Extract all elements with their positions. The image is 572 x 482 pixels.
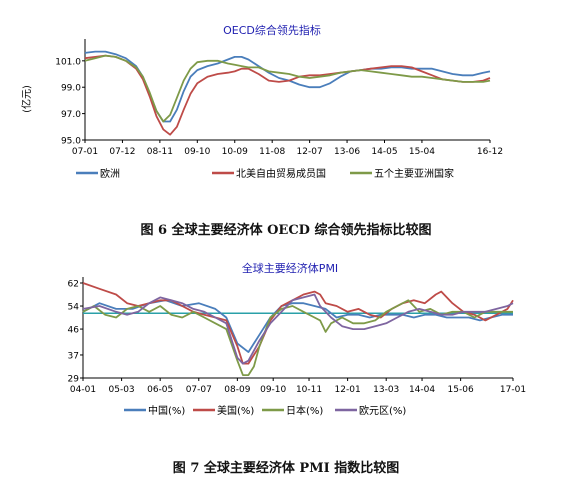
- y-tick-labels: 62 54 46 37 29: [68, 280, 80, 385]
- x-tick-label: 08-09: [224, 385, 250, 395]
- series-line: [84, 54, 491, 136]
- x-tick-label: 12-01: [335, 385, 361, 395]
- x-tick-label: 04-01: [70, 385, 96, 395]
- x-tick-label: 06-05: [147, 385, 173, 395]
- y-tick-label: 101.0: [55, 57, 81, 67]
- x-tick-label: 09-10: [260, 385, 286, 395]
- y-tick-label: 95.0: [61, 137, 81, 147]
- y-axis-label: (亿元): [20, 85, 33, 113]
- chart-title: 全球主要经济体PMI: [242, 261, 338, 275]
- y-tick-label: 99.0: [61, 84, 81, 94]
- y-tick-label: 54: [68, 303, 80, 313]
- x-tick-label: 13-06: [334, 147, 360, 157]
- series-line: [82, 293, 514, 365]
- legend-label: 五个主要亚洲国家: [374, 167, 454, 180]
- x-tick-label: 17-01: [500, 385, 526, 395]
- y-tick-label: 97.0: [61, 110, 81, 120]
- x-tick-label: 14-04: [409, 385, 435, 395]
- series-line: [84, 54, 491, 123]
- figure-7-caption: 图 7 全球主要经济体 PMI 指数比较图: [172, 461, 400, 476]
- series-lines: [82, 282, 514, 376]
- series-line: [82, 299, 513, 376]
- figure-6-caption: 图 6 全球主要经济体 OECD 综合领先指标比较图: [140, 223, 432, 238]
- y-tick-label: 46: [68, 326, 80, 336]
- x-tick-labels: 07-01 07-12 08-11 09-10 10-09 11-08 12-07 13-06…: [72, 147, 503, 157]
- x-tick-label: 05-03: [109, 385, 135, 395]
- legend: 欧洲 北美自由贸易成员国 五个主要亚洲国家: [76, 167, 454, 180]
- x-tick-label: 14-05: [371, 147, 397, 157]
- axes: [82, 39, 491, 143]
- x-tick-label: 15-04: [409, 147, 435, 157]
- y-tick-label: 62: [68, 280, 79, 290]
- x-tick-label: 11-08: [259, 147, 285, 157]
- x-tick-label: 13-03: [373, 385, 399, 395]
- oecd-chart: OECD综合领先指标 (亿元) 101.099.097.095.0 07-01 0…: [20, 23, 503, 180]
- y-tick-label: 37: [68, 351, 79, 361]
- legend-label: 美国(%): [217, 404, 254, 417]
- legend-label: 欧洲: [100, 168, 120, 180]
- x-tick-label: 07-07: [186, 385, 212, 395]
- pmi-chart: 全球主要经济体PMI 62 54 46 37 29 04-01 05-03 06-05 07-…: [68, 261, 527, 417]
- axes: [80, 277, 514, 381]
- y-tick-label: 29: [68, 375, 80, 385]
- x-tick-label: 12-07: [297, 147, 323, 157]
- legend-label: 中国(%): [148, 404, 185, 417]
- x-tick-label: 10-09: [222, 147, 248, 157]
- x-tick-labels: 04-01 05-03 06-05 07-07 08-09 09-10 10-11 12-01…: [70, 385, 526, 395]
- legend-label: 欧元区(%): [359, 405, 406, 417]
- x-tick-label: 15-06: [448, 385, 474, 395]
- x-tick-label: 16-12: [477, 147, 503, 157]
- series-lines: [84, 50, 491, 136]
- x-tick-label: 07-01: [72, 147, 98, 157]
- x-tick-label: 07-12: [109, 147, 135, 157]
- series-line: [82, 282, 514, 365]
- x-tick-label: 08-11: [147, 147, 173, 157]
- legend-label: 日本(%): [286, 404, 323, 417]
- legend: 中国(%) 美国(%) 日本(%) 欧元区(%): [124, 404, 406, 417]
- legend-label: 北美自由贸易成员国: [236, 167, 326, 180]
- x-tick-label: 09-10: [184, 147, 210, 157]
- y-tick-labels: 101.0 99.0 97.0 95.0: [55, 57, 81, 146]
- x-tick-label: 10-11: [296, 385, 322, 395]
- chart-title: OECD综合领先指标: [223, 23, 321, 37]
